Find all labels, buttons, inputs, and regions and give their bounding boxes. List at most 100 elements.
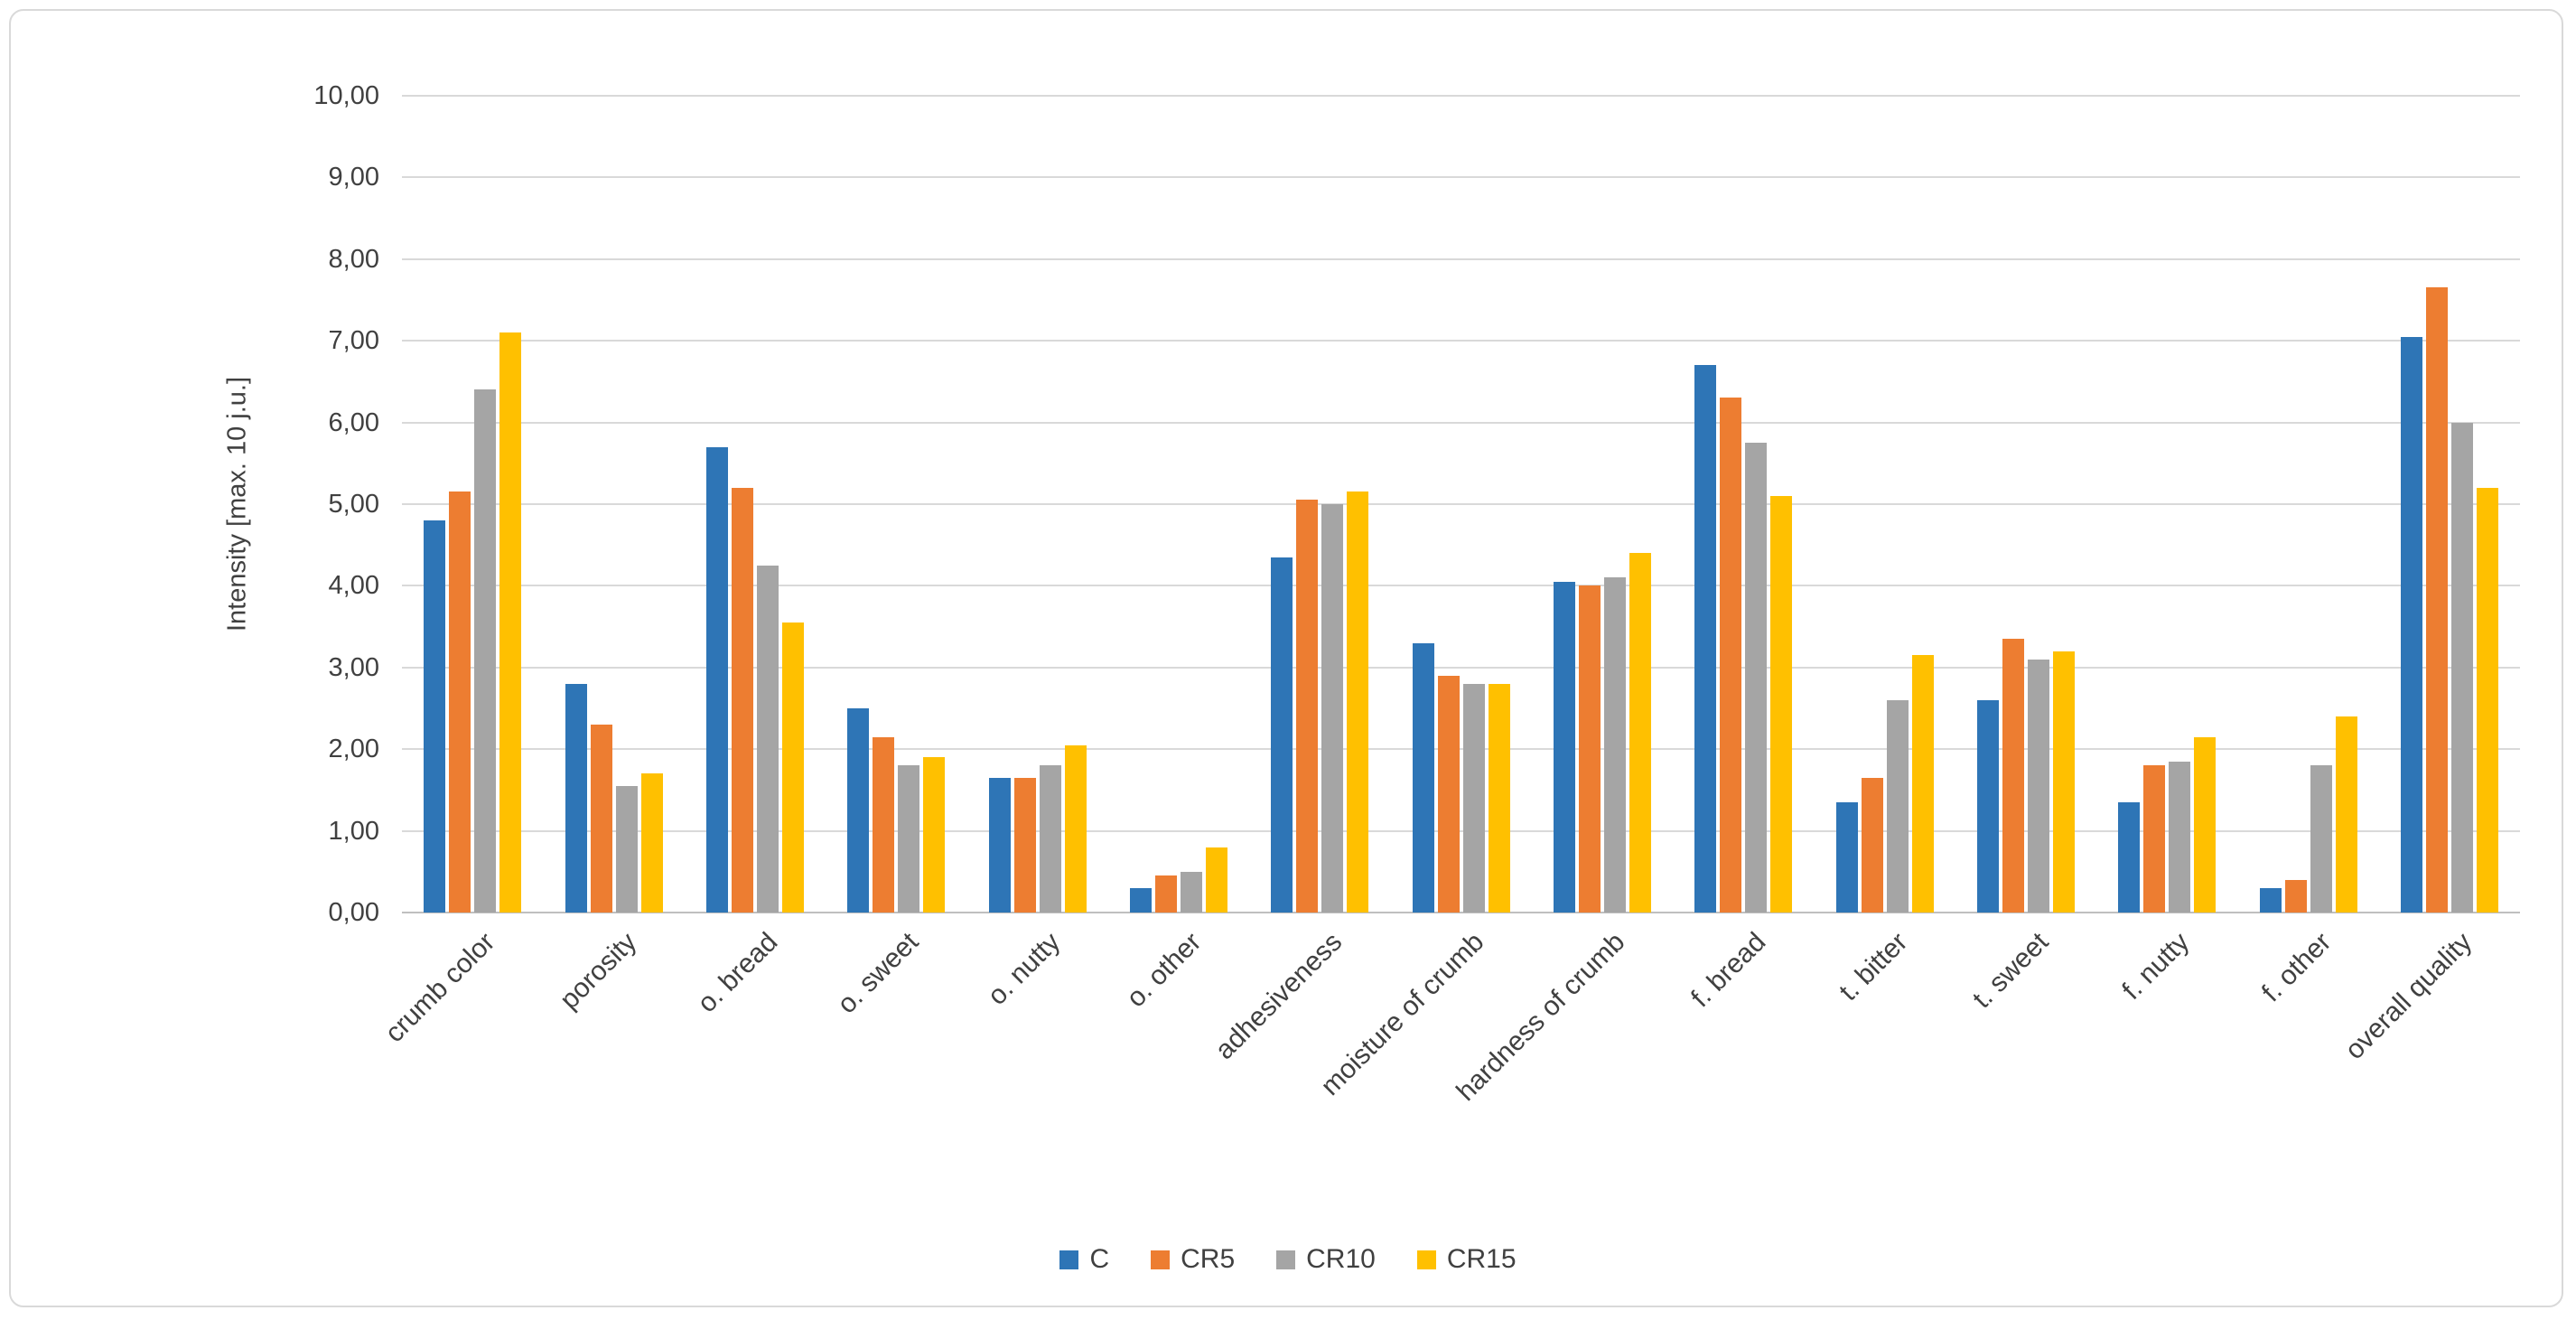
bar-cr15 xyxy=(2052,651,2075,913)
y-tick-label: 1,00 xyxy=(328,816,379,846)
gridline xyxy=(402,176,2520,179)
legend-swatch-cr10 xyxy=(1276,1250,1296,1269)
bar-cr10 xyxy=(2027,659,2049,913)
x-category-label: t. bitter xyxy=(1833,927,1913,1007)
bar-cr5 xyxy=(2002,639,2024,913)
bar-c xyxy=(424,520,446,913)
bar-cr10 xyxy=(2169,761,2191,913)
bar-cr10 xyxy=(756,565,779,913)
bar-cr15 xyxy=(923,757,946,913)
bar-c xyxy=(1835,801,1858,913)
bar-cr10 xyxy=(1321,504,1344,913)
gridline xyxy=(402,421,2520,424)
bar-c xyxy=(565,683,587,913)
legend-swatch-c xyxy=(1059,1250,1079,1269)
bar-cr10 xyxy=(474,389,497,913)
legend-swatch-cr15 xyxy=(1416,1250,1436,1269)
bar-cr5 xyxy=(731,487,753,913)
bar-cr15 xyxy=(640,773,663,913)
bar-cr5 xyxy=(1861,777,1883,913)
bar-cr15 xyxy=(2476,487,2498,913)
bar-cr15 xyxy=(1770,495,1793,913)
bar-c xyxy=(2400,336,2422,913)
gridline xyxy=(402,748,2520,751)
bar-cr10 xyxy=(1886,699,1909,913)
y-tick-label: 9,00 xyxy=(328,163,379,192)
bar-cr15 xyxy=(781,623,804,913)
y-tick-label: 7,00 xyxy=(328,326,379,356)
bar-cr10 xyxy=(1462,683,1485,913)
y-tick-label: 8,00 xyxy=(328,244,379,274)
bar-cr10 xyxy=(615,785,638,913)
bar-cr5 xyxy=(1720,398,1742,913)
legend-swatch-cr5 xyxy=(1151,1250,1171,1269)
x-category-label: o. other xyxy=(1120,927,1208,1014)
bar-cr5 xyxy=(1013,777,1036,913)
legend-label: C xyxy=(1089,1244,1110,1274)
gridline xyxy=(402,503,2520,505)
gridline xyxy=(402,257,2520,260)
bar-cr15 xyxy=(499,332,522,913)
x-category-label: o. bread xyxy=(691,927,784,1019)
legend-item-c: C xyxy=(1059,1244,1109,1275)
bar-c xyxy=(2118,801,2141,913)
y-tick-label: 6,00 xyxy=(328,407,379,437)
bar-c xyxy=(1694,365,1717,913)
bar-cr15 xyxy=(2335,716,2357,913)
bar-cr10 xyxy=(1745,443,1768,913)
bar-cr5 xyxy=(1578,585,1601,913)
y-tick-label: 3,00 xyxy=(328,652,379,682)
bar-cr15 xyxy=(2194,736,2217,913)
legend-label: CR15 xyxy=(1446,1244,1517,1274)
y-tick-label: 5,00 xyxy=(328,490,379,519)
y-tick-label: 2,00 xyxy=(328,735,379,764)
bar-cr10 xyxy=(2450,422,2473,913)
x-category-label: f. nutty xyxy=(2116,927,2196,1006)
bar-cr5 xyxy=(1437,675,1460,913)
bar-cr5 xyxy=(590,725,612,913)
bar-cr15 xyxy=(1347,491,1369,913)
bar-cr10 xyxy=(1039,765,1061,913)
bar-cr10 xyxy=(1603,577,1626,913)
gridline xyxy=(402,829,2520,832)
bar-cr15 xyxy=(1488,683,1510,913)
legend-label: CR5 xyxy=(1181,1244,1236,1274)
bar-cr15 xyxy=(1064,744,1087,913)
bar-cr15 xyxy=(1629,553,1651,913)
y-tick-label: 10,00 xyxy=(313,81,379,110)
bar-cr5 xyxy=(2143,765,2166,913)
bar-cr10 xyxy=(2310,765,2332,913)
x-category-label: t. sweet xyxy=(1966,927,2055,1015)
x-category-label: porosity xyxy=(554,927,642,1016)
x-category-label: o. sweet xyxy=(832,927,925,1020)
legend-item-cr5: CR5 xyxy=(1151,1244,1235,1275)
x-category-label: adhesiveness xyxy=(1209,927,1349,1066)
gridline xyxy=(402,666,2520,669)
bar-c xyxy=(1271,557,1293,913)
bar-c xyxy=(1553,581,1575,913)
bar-cr10 xyxy=(898,765,920,913)
bar-cr5 xyxy=(873,736,895,913)
bar-c xyxy=(988,777,1011,913)
gridline xyxy=(402,585,2520,587)
bar-cr5 xyxy=(1154,875,1177,913)
x-category-label: f. other xyxy=(2255,927,2337,1008)
bar-c xyxy=(1976,699,1999,913)
bar-cr15 xyxy=(1205,847,1227,913)
bar-cr5 xyxy=(2284,879,2307,913)
bar-c xyxy=(847,708,870,913)
x-category-label: overall quality xyxy=(2339,927,2478,1066)
legend-item-cr15: CR15 xyxy=(1416,1244,1517,1275)
legend: C CR5 CR10 CR15 xyxy=(0,1240,2576,1279)
y-tick-label: 0,00 xyxy=(328,898,379,927)
bar-c xyxy=(705,446,728,913)
bar-c xyxy=(2259,887,2282,913)
bar-cr5 xyxy=(2425,287,2448,913)
x-category-label: crumb color xyxy=(379,927,501,1049)
x-category-label: f. bread xyxy=(1685,927,1772,1014)
gridline xyxy=(402,340,2520,342)
bar-cr5 xyxy=(449,491,471,913)
x-axis-line xyxy=(402,912,2520,913)
y-tick-label: 4,00 xyxy=(328,571,379,601)
